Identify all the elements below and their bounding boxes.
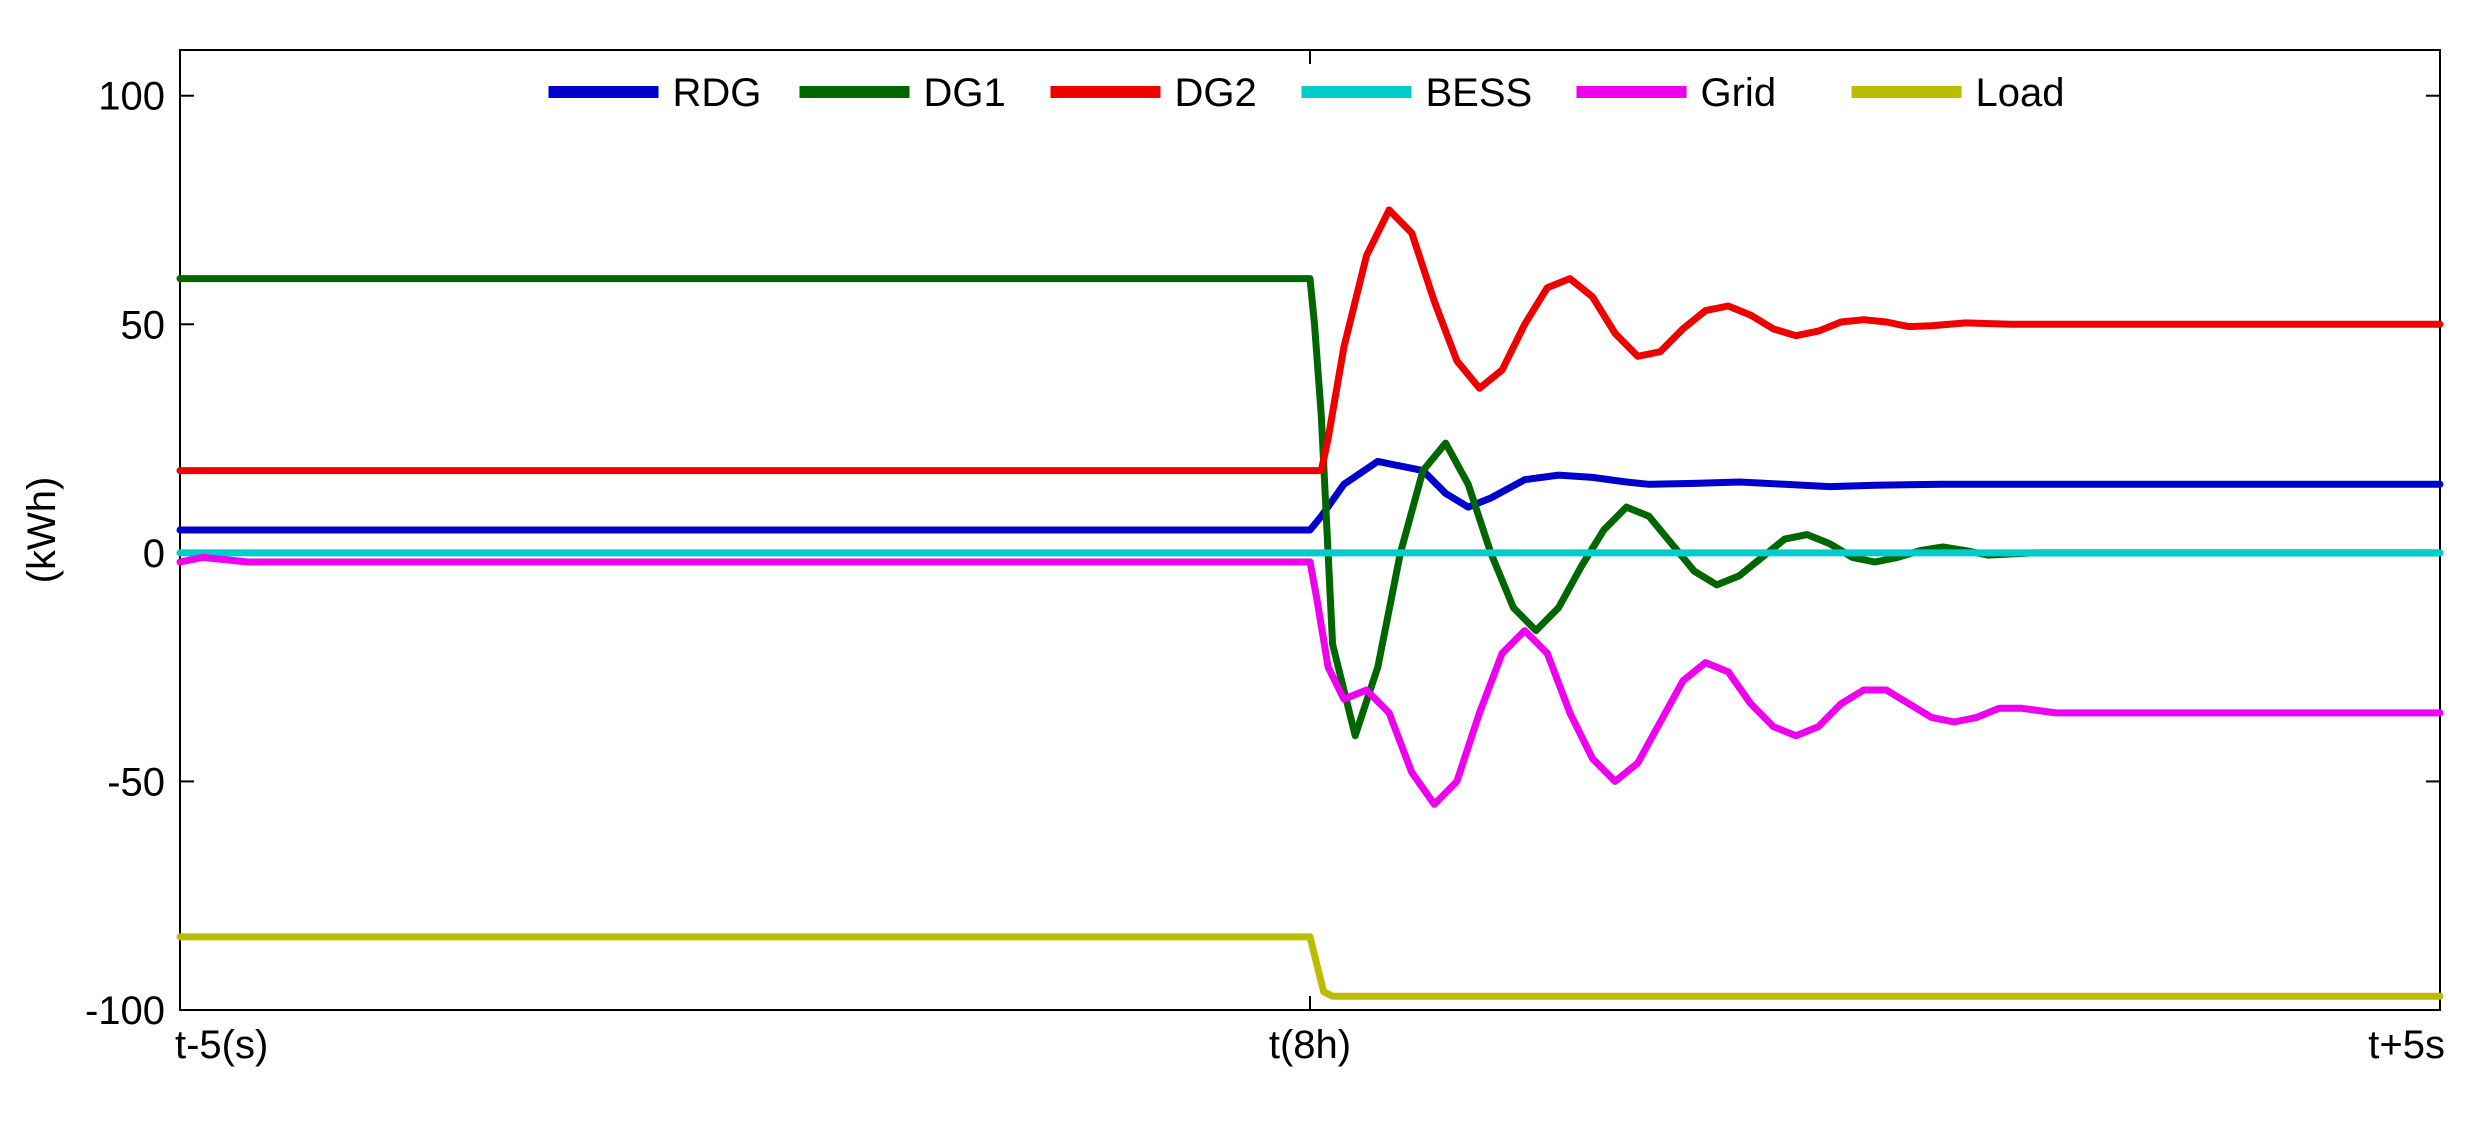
- chart-bg: [20, 20, 2462, 1115]
- legend-label-dg2: DG2: [1175, 71, 1257, 115]
- legend-label-bess: BESS: [1426, 71, 1533, 115]
- ytick-label: -100: [85, 989, 165, 1033]
- legend-label-load: Load: [1976, 71, 2065, 115]
- ytick-label: 50: [121, 303, 166, 347]
- xtick-label: t-5(s): [175, 1023, 268, 1067]
- ytick-label: -50: [107, 760, 165, 804]
- chart-svg: -100 -50 0 50 100 t-5(s) t(8h) t+5s (kWh) RDG DG1 D…: [20, 20, 2462, 1115]
- y-axis-label: (kWh): [20, 477, 64, 584]
- power-chart: -100 -50 0 50 100 t-5(s) t(8h) t+5s (kWh) RDG DG1 D…: [20, 20, 2462, 1115]
- xtick-label: t(8h): [1269, 1023, 1351, 1067]
- ytick-label: 0: [143, 532, 165, 576]
- ytick-label: 100: [98, 75, 165, 119]
- xtick-label: t+5s: [2368, 1023, 2445, 1067]
- legend-label-rdg: RDG: [673, 71, 762, 115]
- legend-label-dg1: DG1: [924, 71, 1006, 115]
- legend-label-grid: Grid: [1701, 71, 1777, 115]
